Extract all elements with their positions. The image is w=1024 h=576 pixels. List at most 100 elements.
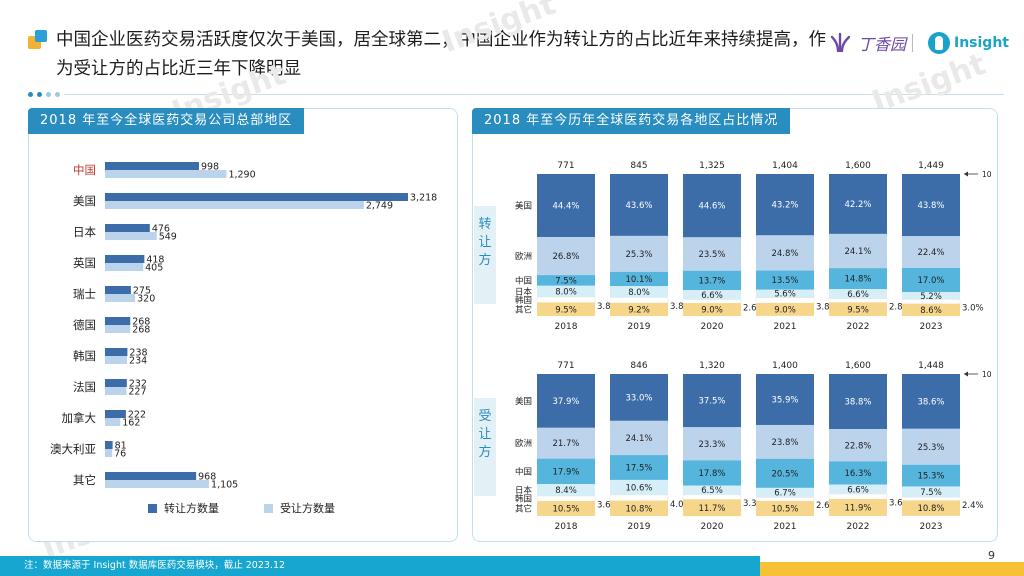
region-label: 中国 [515, 466, 532, 477]
stack-segment [683, 290, 741, 300]
stack-segment [902, 428, 960, 465]
stack-segment [902, 464, 960, 487]
segment-value-label: 10.6% [625, 483, 652, 493]
footnote: 注：数据来源于 Insight 数据库医药交易模块，截止 2023.12 [24, 560, 286, 571]
stack-segment [537, 501, 595, 516]
transferor-value-label: 81 [115, 441, 127, 452]
insight-logo-icon [928, 32, 950, 54]
stack-segment [829, 233, 887, 269]
legend-label: 转让方数量 [164, 501, 219, 515]
segment-value-label: 42.2% [844, 200, 871, 210]
region-label: 日本 [515, 485, 533, 496]
segment-value-label: 44.4% [552, 202, 579, 212]
category-label: 加拿大 [62, 411, 97, 425]
year-label: 2020 [701, 322, 724, 332]
page-title: 中国企业医药交易活跃度仅次于美国，居全球第二；中国企业作为转让方的占比近年来持续… [56, 30, 826, 79]
stack-segment [829, 499, 887, 516]
segment-value-label: 9.2% [628, 305, 650, 315]
stack-segment [755, 497, 815, 502]
segment-value-label: 25.3% [917, 443, 944, 453]
segment-value-label: 6.6% [847, 290, 869, 300]
segment-value-label: 44.6% [698, 202, 725, 212]
category-label: 日本 [73, 225, 96, 239]
stack-segment [537, 302, 595, 316]
transferee-value-label: 320 [137, 294, 155, 305]
stack-segment [902, 374, 960, 429]
segment-value-label: 2.6% [743, 303, 765, 313]
segment-value-label: 3.6% [597, 501, 619, 511]
transferor-bar [105, 410, 126, 418]
segment-value-label: 22.8% [844, 441, 871, 451]
transferor-bar [105, 255, 145, 263]
region-label: 日本 [515, 286, 533, 297]
stack-segment [828, 298, 888, 303]
stack-segment [902, 268, 960, 293]
transferor-value-label: 238 [129, 348, 147, 359]
transferee-bar [105, 418, 121, 426]
stack-segment [609, 494, 669, 501]
logo-divider [912, 34, 913, 52]
segment-value-label: 23.3% [698, 440, 725, 450]
region-label: 韩国 [515, 494, 532, 505]
stack-segment [537, 237, 595, 276]
total-deals-label: 1,404 [772, 161, 798, 171]
insight-logo-text: Insight [954, 35, 1009, 51]
stack-segment [829, 289, 887, 299]
segment-value-label: 17.9% [552, 467, 579, 477]
transferor-value-label: 418 [146, 255, 164, 266]
year-label: 2022 [847, 322, 870, 332]
stack-segment [610, 479, 668, 495]
stack-segment [756, 458, 814, 488]
transferee-value-label: 227 [128, 387, 146, 398]
legend-swatch [264, 504, 273, 513]
stack-segment [829, 268, 887, 290]
stack-segment [902, 236, 960, 269]
stack-segment [756, 289, 814, 298]
stack-segment [682, 494, 742, 500]
stack-segment [829, 461, 887, 485]
transferor-value-label: 268 [132, 317, 150, 328]
total-deals-label: 846 [630, 361, 647, 371]
stack-segment [683, 485, 741, 495]
region-label: 美国 [515, 396, 532, 407]
segment-value-label: 20.5% [771, 469, 798, 479]
segment-value-label: 10.5% [552, 505, 579, 515]
transferor-bar [105, 317, 131, 325]
total-deals-label: 1,325 [699, 161, 725, 171]
transferor-value-label: 998 [201, 162, 219, 173]
segment-value-label: 21.7% [552, 439, 579, 449]
stack-segment [683, 460, 741, 486]
transferor-value-label: 232 [129, 379, 147, 390]
stack-segment [537, 427, 595, 459]
transferee-value-label: 549 [159, 232, 177, 243]
year-label: 2018 [555, 322, 578, 332]
stack-segment [683, 174, 741, 238]
category-label: 美国 [73, 194, 96, 208]
segment-value-label: 4.0% [670, 500, 692, 510]
transferee-value-label: 76 [114, 449, 126, 460]
transferee-value-label: 1,105 [211, 480, 238, 491]
total-deals-label: 771 [557, 361, 574, 371]
year-label: 2023 [920, 322, 943, 332]
stack-segment [683, 237, 741, 271]
segment-value-label: 11.9% [844, 504, 871, 514]
stack-segment [829, 302, 887, 316]
transferor-bar [105, 348, 128, 356]
stack-segment [610, 420, 668, 456]
stack-segment [683, 270, 741, 291]
stack-segment [756, 174, 814, 236]
segment-value-label: 3.0% [962, 304, 984, 314]
segment-value-label: 6.6% [847, 485, 869, 495]
segment-value-label: 37.5% [698, 397, 725, 407]
stack-segment [537, 458, 595, 485]
segment-value-label: 15.3% [917, 472, 944, 482]
stack-segment [901, 299, 961, 305]
segment-value-label: 10.5% [771, 505, 798, 515]
stack-segment [609, 297, 669, 304]
total-deals-label: 1,400 [772, 361, 798, 371]
category-label: 英国 [73, 256, 96, 270]
stack-segment [683, 303, 741, 316]
page-number: 9 [988, 549, 995, 562]
transferor-bar [105, 441, 113, 449]
